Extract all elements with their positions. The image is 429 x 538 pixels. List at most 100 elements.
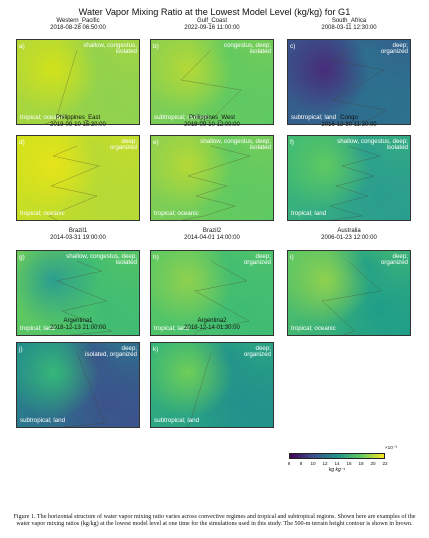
- terrain-contour-line: [330, 49, 387, 124]
- panel-date: 2019-09-10 12:00:00: [184, 121, 240, 128]
- panel-letter: f): [290, 139, 294, 146]
- panel-regime-line: organized: [380, 48, 408, 56]
- panel-date: 2016-12-30 11:30:00: [321, 121, 377, 128]
- panel-region-name: Brazil2: [202, 228, 222, 234]
- panel-region-name: Gulf_Coast: [196, 18, 227, 24]
- panel-regime-line: deep;: [392, 42, 408, 49]
- panel-letter: g): [19, 254, 25, 261]
- panel-date: 2018-12-13 21:00:00: [50, 324, 106, 331]
- map-panel: a) shallow, congestus, isolated tropical; o…: [16, 39, 140, 125]
- terrain-contour-line: [44, 49, 78, 124]
- panel-letter: i): [290, 254, 294, 261]
- colorbar: [289, 453, 385, 459]
- panel-regime-line: deep;: [121, 138, 137, 145]
- map-panel: f) shallow, congestus, deep; isolated tropi…: [287, 135, 411, 221]
- terrain-contour: [194, 260, 250, 335]
- panel-region-name: Congo: [340, 115, 358, 121]
- panel-label: Argentina1 2018-12-13 21:00:00: [16, 318, 140, 331]
- panel-date: 2006-01-23 12:00:00: [321, 234, 377, 241]
- panel-date: 2022-09-16 11:00:00: [184, 24, 240, 31]
- panel-date: 2018-12-14 01:30:00: [184, 324, 240, 331]
- terrain-contour: [181, 145, 251, 220]
- panel-regime-line: shallow, congestus, deep;: [200, 138, 271, 145]
- panel-label: Brazil1 2014-03-31 19:00:00: [16, 228, 140, 241]
- figure-caption: Figure 1. The horizontal structure of wa…: [13, 514, 416, 527]
- colorbar-tick-label: 18: [358, 461, 364, 466]
- terrain-contour: [321, 260, 382, 335]
- panel-region-name: Philippines_East: [55, 115, 101, 121]
- colorbar-ticks: 6 8 10 12 14 16 18 20 22: [287, 461, 388, 467]
- panel-regime-line: isolated: [386, 144, 408, 152]
- panel-region-name: South_Africa: [331, 18, 367, 24]
- panel-regime-label: deep; organized: [243, 253, 271, 267]
- panel-label: Argentina2 2018-12-14 01:30:00: [150, 318, 274, 331]
- colorbar-exponent: ×10⁻³: [385, 445, 397, 450]
- figure-title: Water Vapor Mixing Ratio at the Lowest M…: [78, 7, 351, 17]
- terrain-contour: [48, 145, 100, 220]
- panel-regime-label: congestus, deep; isolated: [223, 42, 271, 56]
- panel-regime-line: isolated, organized: [85, 351, 137, 359]
- colorbar-tick-label: 8: [299, 461, 303, 466]
- panel-region-name: Philippines_West: [189, 115, 235, 121]
- panel-letter: e): [153, 139, 159, 146]
- panel-climate-label: tropical; land: [154, 325, 190, 332]
- panel-regime-line: organized: [109, 144, 137, 152]
- map-panel: c) deep; organized subtropical; land: [287, 39, 411, 125]
- panel-regime-line: deep;: [255, 345, 271, 352]
- panel-date: 2014-04-01 14:00:00: [184, 234, 240, 241]
- panel-letter: h): [153, 254, 159, 261]
- panel-regime-line: isolated: [115, 48, 137, 56]
- colorbar-tick-label: 16: [346, 461, 352, 466]
- map-panel: d) deep; organized tropical; oceanic: [16, 135, 140, 221]
- terrain-contour-line: [185, 352, 212, 427]
- map-panel: i) deep; organized tropical; oceanic: [287, 250, 411, 336]
- map-panel: g) shallow, congestus, deep; isolated tropi…: [16, 250, 140, 336]
- panel-regime-label: shallow, congestus, deep; isolated: [200, 138, 271, 152]
- panel-climate-label: tropical; land: [291, 210, 327, 217]
- panel-climate-label: subtropical; land: [154, 417, 200, 424]
- panel-region-name: Australia: [337, 228, 361, 234]
- terrain-contour: [329, 145, 381, 220]
- panel-regime-line: shallow, congestus,: [83, 42, 137, 49]
- colorbar-tick-label: 22: [382, 461, 388, 466]
- terrain-contour: [61, 352, 106, 427]
- terrain-contour-line: [321, 260, 382, 335]
- panel-regime-label: deep; isolated, organized: [85, 345, 137, 359]
- colorbar-tick-label: 6: [287, 461, 291, 466]
- terrain-contour: [56, 260, 113, 335]
- panel-regime-line: isolated: [249, 48, 271, 56]
- map-panel: k) deep; organized subtropical; land: [150, 342, 274, 428]
- panel-region-name: Brazil1: [68, 228, 88, 234]
- panel-date: 2014-03-31 19:00:00: [50, 234, 106, 241]
- panel-letter: a): [19, 43, 25, 50]
- panel-regime-label: deep; organized: [380, 253, 408, 267]
- panel-regime-label: shallow, congestus, isolated: [83, 42, 137, 56]
- panel-climate-label: tropical; oceanic: [291, 325, 336, 332]
- map-panel: h) deep; organized tropical; land: [150, 250, 274, 336]
- panel-regime-line: isolated: [249, 144, 271, 152]
- panel-climate-label: subtropical; land: [20, 417, 66, 424]
- panel-region-name: Western_Pacific: [56, 18, 100, 24]
- panel-date: 2008-03-11 12:30:00: [321, 24, 377, 31]
- panel-regime-line: congestus, deep;: [223, 42, 271, 49]
- panel-date: 2019-09-10 15:30:00: [50, 121, 106, 128]
- panel-label: Philippines_West 2019-09-10 12:00:00: [150, 115, 274, 128]
- panel-regime-line: isolated: [115, 259, 137, 267]
- panel-label: Brazil2 2014-04-01 14:00:00: [150, 228, 274, 241]
- panel-regime-label: deep; organized: [380, 42, 408, 56]
- map-panel: j) deep; isolated, organized subtropical; l…: [16, 342, 140, 428]
- panel-regime-line: organized: [380, 259, 408, 267]
- panel-label: Congo 2016-12-30 11:30:00: [287, 115, 411, 128]
- panel-regime-line: organized: [243, 259, 271, 267]
- panel-letter: k): [153, 346, 159, 353]
- terrain-contour-line: [61, 352, 106, 427]
- panel-climate-label: tropical; oceanic: [20, 114, 65, 121]
- colorbar-tick-label: 10: [310, 461, 316, 466]
- map-panel: e) shallow, congestus, deep; isolated tropi…: [150, 135, 274, 221]
- colorbar-unit: kg kg⁻¹: [328, 467, 346, 473]
- panel-regime-line: shallow, congestus, deep;: [337, 138, 408, 145]
- panel-region-name: Argentina2: [197, 318, 227, 324]
- panel-climate-label: subtropical; oceanic: [154, 114, 209, 121]
- colorbar-tick-label: 14: [334, 461, 340, 466]
- panel-letter: d): [19, 139, 25, 146]
